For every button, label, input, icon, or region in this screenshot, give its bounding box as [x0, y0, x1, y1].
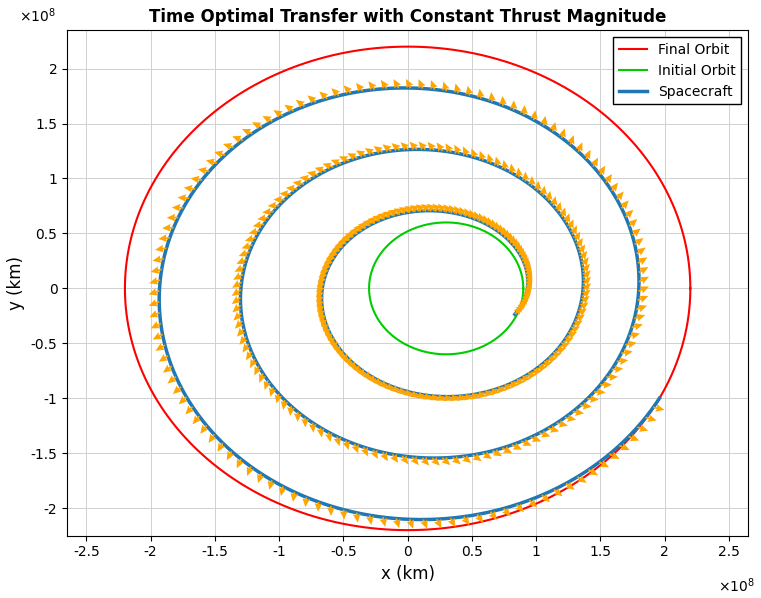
Final Orbit	[122, 259, 131, 266]
Final Orbit	[529, 501, 538, 508]
Spacecraft	[400, 84, 409, 91]
Initial Orbit	[476, 344, 486, 351]
Spacecraft	[161, 344, 170, 352]
Final Orbit	[171, 423, 180, 431]
Title: Time Optimal Transfer with Constant Thrust Magnitude: Time Optimal Transfer with Constant Thru…	[149, 8, 667, 26]
Final Orbit	[686, 285, 695, 292]
Spacecraft	[471, 154, 480, 161]
Spacecraft	[417, 516, 426, 523]
Text: $\times 10^8$: $\times 10^8$	[20, 7, 56, 25]
Spacecraft	[426, 207, 435, 214]
Initial Orbit	[519, 285, 528, 292]
Line: Final Orbit: Final Orbit	[125, 47, 690, 530]
Initial Orbit	[441, 219, 451, 226]
Initial Orbit	[365, 275, 374, 282]
Initial Orbit	[365, 277, 374, 285]
Initial Orbit	[441, 350, 451, 358]
Initial Orbit	[368, 303, 377, 310]
Spacecraft	[655, 395, 664, 402]
Spacecraft	[592, 460, 601, 468]
Initial Orbit	[518, 293, 527, 300]
Y-axis label: y (km): y (km)	[7, 256, 25, 310]
Final Orbit	[402, 43, 411, 50]
Line: Spacecraft: Spacecraft	[159, 88, 660, 520]
Legend: Final Orbit, Initial Orbit, Spacecraft: Final Orbit, Initial Orbit, Spacecraft	[613, 37, 741, 104]
Line: Initial Orbit: Initial Orbit	[369, 222, 524, 354]
Text: $\times 10^8$: $\times 10^8$	[718, 576, 755, 594]
Initial Orbit	[519, 285, 528, 292]
Final Orbit	[683, 315, 693, 322]
Spacecraft	[565, 227, 575, 234]
Initial Orbit	[378, 322, 387, 329]
Final Orbit	[131, 349, 140, 356]
Spacecraft	[511, 311, 520, 318]
X-axis label: x (km): x (km)	[380, 565, 435, 583]
Final Orbit	[686, 285, 695, 292]
Final Orbit	[123, 250, 132, 257]
Final Orbit	[402, 526, 411, 533]
Spacecraft	[329, 255, 338, 262]
